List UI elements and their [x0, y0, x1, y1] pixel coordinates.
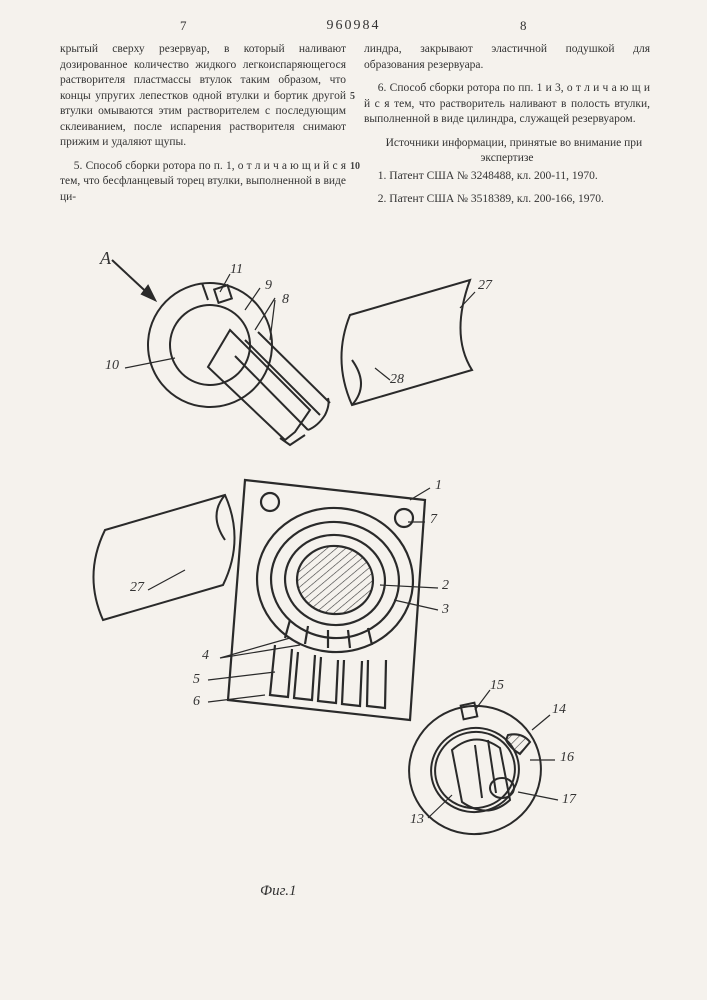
gutter-10: 10 — [350, 160, 360, 174]
column-left: крытый сверху резервуар, в который налив… — [60, 42, 346, 216]
col1-para2: 5. Способ сборки ротора по п. 1, о т л и… — [60, 159, 346, 206]
label-5: 5 — [193, 672, 200, 688]
part-curved-sheet-right — [341, 280, 472, 405]
label-28: 28 — [390, 372, 404, 388]
label-11: 11 — [230, 262, 243, 278]
label-27a: 27 — [478, 278, 492, 294]
reference-1: 1. Патент США № 3248488, кл. 200-11, 197… — [364, 169, 650, 185]
arrow-a — [112, 260, 155, 300]
label-13: 13 — [410, 812, 424, 828]
sources-heading: Источники информации, принятые во вниман… — [364, 136, 650, 167]
page-number-right: 8 — [520, 18, 527, 34]
label-16: 16 — [560, 750, 574, 766]
label-4: 4 — [202, 648, 209, 664]
label-1: 1 — [435, 478, 442, 494]
label-9: 9 — [265, 278, 272, 294]
col2-para2: 6. Способ сборки ротора по пп. 1 и 3, о … — [364, 81, 650, 128]
part-upper-left — [132, 267, 330, 445]
reference-2: 2. Патент США № 3518389, кл. 200-166, 19… — [364, 192, 650, 208]
label-10: 10 — [105, 358, 119, 374]
figure-svg — [90, 240, 610, 940]
col1-para1: крытый сверху резервуар, в который налив… — [60, 42, 346, 151]
figure-caption: Фиг.1 — [260, 883, 296, 900]
figure-1: A 11 9 8 10 27 28 1 7 2 3 4 5 6 27 15 14… — [90, 240, 610, 940]
label-15: 15 — [490, 678, 504, 694]
column-right: 5 10 линдра, закрывают эластичной подушк… — [364, 42, 650, 216]
part-curved-sheet-left — [93, 495, 234, 620]
label-27b: 27 — [130, 580, 144, 596]
label-14: 14 — [552, 702, 566, 718]
label-3: 3 — [442, 602, 449, 618]
col2-para1: линдра, закрывают эластичной подушкой дл… — [364, 42, 650, 73]
label-6: 6 — [193, 694, 200, 710]
patent-number: 960984 — [327, 18, 381, 34]
label-8: 8 — [282, 292, 289, 308]
label-A: A — [100, 248, 111, 269]
label-7: 7 — [430, 512, 437, 528]
page-number-left: 7 — [180, 18, 187, 34]
label-2: 2 — [442, 578, 449, 594]
gutter-5: 5 — [350, 90, 355, 104]
text-body: крытый сверху резервуар, в который налив… — [60, 42, 650, 216]
label-17: 17 — [562, 792, 576, 808]
